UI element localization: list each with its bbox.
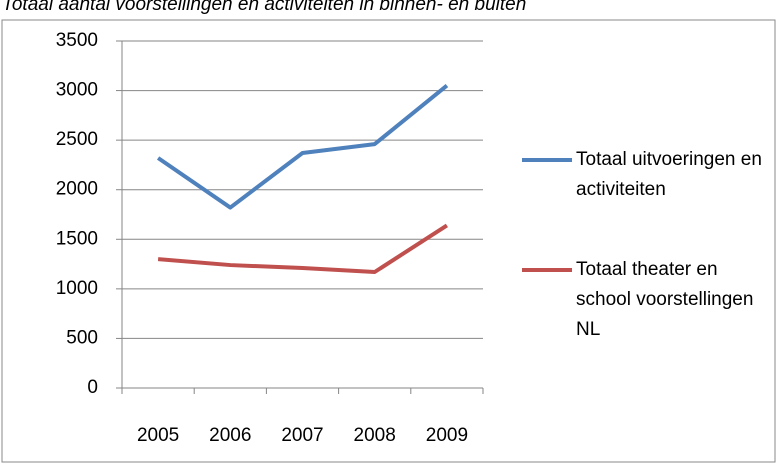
y-tick-label: 500 — [66, 327, 98, 348]
y-tick-label: 3500 — [56, 30, 98, 51]
y-tick-label: 2000 — [56, 179, 98, 200]
y-tick-label: 0 — [87, 377, 98, 398]
y-tick-label: 2500 — [56, 129, 98, 150]
x-tick-label: 2009 — [426, 425, 468, 446]
series-line — [157, 223, 448, 275]
y-tick-label: 3000 — [56, 80, 98, 101]
y-tick-label: 1500 — [56, 228, 98, 249]
legend-label: Totaal uitvoeringen en activiteiten — [576, 149, 762, 200]
x-tick-label: 2008 — [354, 425, 396, 446]
legend-label: Totaal theater en school voorstellingen … — [576, 259, 754, 340]
x-tick-label: 2005 — [137, 425, 179, 446]
series-line — [156, 84, 449, 210]
chart-border — [1, 19, 776, 463]
x-tick-label: 2006 — [209, 425, 251, 446]
y-tick-label: 1000 — [56, 278, 98, 299]
chart-title: Totaal aantal voorstellingen en activite… — [2, 0, 527, 15]
x-tick-label: 2007 — [281, 425, 323, 446]
